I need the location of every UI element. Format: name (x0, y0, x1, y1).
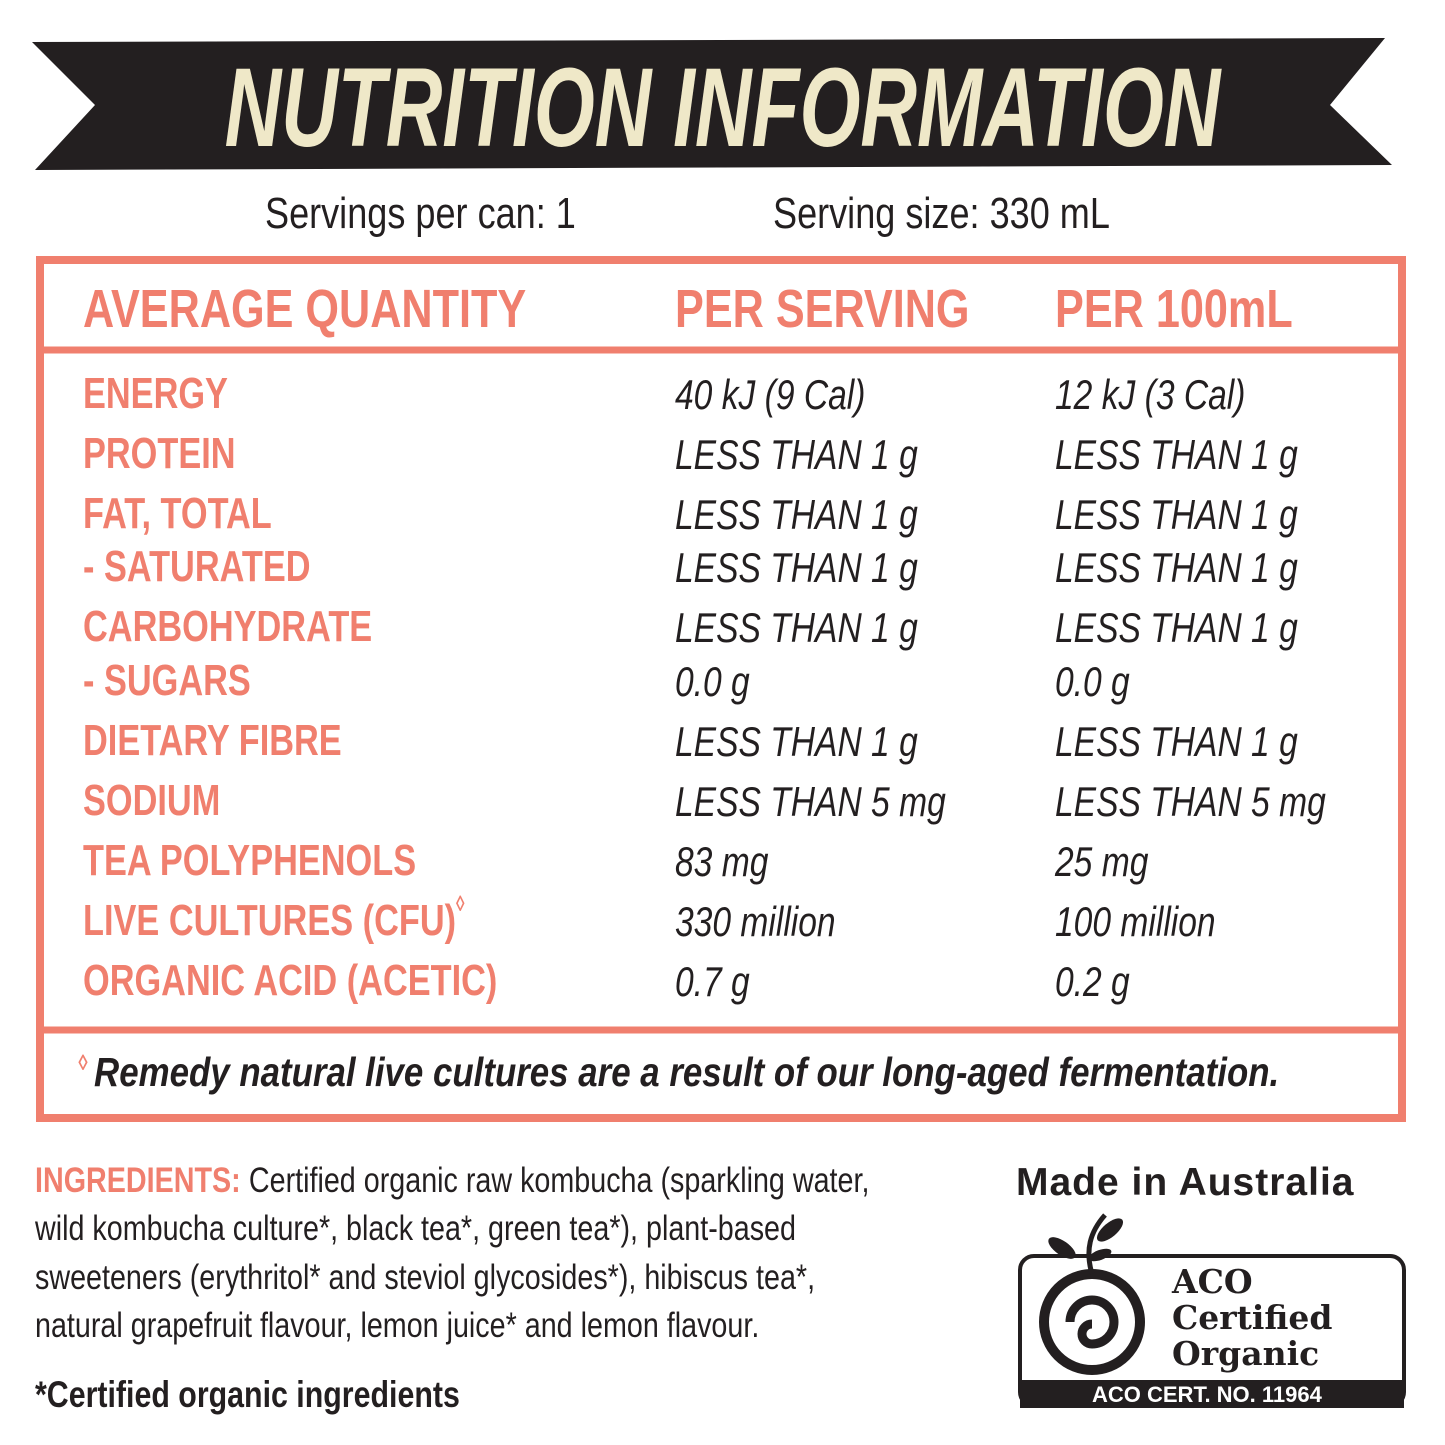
ingredients-text: natural grapefruit flavour, lemon juice*… (35, 1306, 760, 1345)
nutrient-value: 0.7 g (675, 958, 750, 1005)
nutrient-label: LIVE CULTURES (CFU) (83, 896, 457, 945)
nutrient-value: LESS THAN 1 g (675, 718, 918, 765)
nutrient-name: CARBOHYDRATE (83, 605, 372, 649)
footnote: ◊ Remedy natural live cultures are a resu… (78, 1052, 1279, 1093)
servings-per-can: Servings per can: 1 (265, 189, 576, 238)
nutrient-name: SODIUM (83, 779, 220, 823)
ingredients-line: INGREDIENTS: Certified organic raw kombuc… (35, 1163, 869, 1198)
column-header: PER 100mL (1055, 279, 1293, 339)
footnote-text: Remedy natural live cultures are a resul… (94, 1049, 1280, 1095)
nutrient-value: 0.2 g (1055, 958, 1130, 1005)
nutrient-label: TEA POLYPHENOLS (83, 836, 417, 885)
nutrient-value: LESS THAN 1 g (675, 604, 918, 651)
column-header: PER SERVING (675, 279, 970, 339)
nutrient-value: LESS THAN 1 g (1055, 431, 1298, 478)
title: NUTRITION INFORMATION (224, 45, 1221, 170)
ingredients-text: Certified organic raw kombucha (sparklin… (248, 1161, 870, 1200)
nutrient-label: ORGANIC ACID (ACETIC) (83, 956, 498, 1005)
nutrient-name: ORGANIC ACID (ACETIC) (83, 959, 497, 1003)
nutrient-label: CARBOHYDRATE (83, 602, 373, 651)
row-marker: ◊ (456, 891, 465, 916)
nutrient-value: LESS THAN 1 g (1055, 544, 1298, 591)
nutrient-value: LESS THAN 1 g (1055, 718, 1298, 765)
serving-size: Serving size: 330 mL (773, 189, 1110, 238)
ingredients-line: wild kombucha culture*, black tea*, gree… (35, 1211, 796, 1246)
nutrient-value: 83 mg (675, 838, 769, 885)
ingredients-note: *Certified organic ingredients (35, 1374, 460, 1415)
nutrient-value: LESS THAN 1 g (1055, 491, 1298, 538)
nutrient-label: SODIUM (83, 776, 221, 825)
nutrient-value: LESS THAN 5 mg (675, 778, 946, 825)
ingredients-label: INGREDIENTS: (35, 1161, 241, 1200)
nutrient-value: 0.0 g (1055, 658, 1130, 705)
nutrient-label: ENERGY (83, 369, 228, 418)
nutrient-label: PROTEIN (83, 429, 236, 478)
nutrient-value: 25 mg (1055, 838, 1149, 885)
ingredients-text: wild kombucha culture*, black tea*, gree… (35, 1209, 796, 1248)
nutrient-value: 0.0 g (675, 658, 750, 705)
nutrient-name: - SUGARS (83, 659, 251, 703)
nutrient-label: - SATURATED (83, 542, 311, 591)
cert-logo (1039, 1213, 1145, 1375)
nutrient-value: LESS THAN 1 g (675, 431, 918, 478)
nutrient-name: TEA POLYPHENOLS (83, 839, 416, 883)
nutrient-label: FAT, TOTAL (83, 489, 272, 538)
cert-number: ACO CERT. NO. 11964 (1092, 1382, 1322, 1407)
nutrient-value: 12 kJ (3 Cal) (1055, 371, 1246, 418)
nutrient-value: 330 million (675, 898, 836, 945)
cert-bar (1020, 1380, 1404, 1408)
nutrient-value: LESS THAN 1 g (675, 544, 918, 591)
column-header: AVERAGE QUANTITY (83, 279, 527, 339)
ingredients-line: sweeteners (erythritol* and steviol glyc… (35, 1260, 815, 1295)
nutrient-value: LESS THAN 1 g (675, 491, 918, 538)
nutrient-value: LESS THAN 5 mg (1055, 778, 1326, 825)
cert-text: ACO (1172, 1262, 1253, 1301)
table-border (36, 256, 1406, 1122)
made-in: Made in Australia (1016, 1161, 1355, 1204)
ingredients-text: sweeteners (erythritol* and steviol glyc… (35, 1258, 816, 1297)
cert-text: Organic (1172, 1334, 1320, 1373)
nutrient-name: - SATURATED (83, 545, 311, 589)
nutrient-label: DIETARY FIBRE (83, 716, 342, 765)
cert-text: Certified (1172, 1298, 1333, 1337)
nutrient-value: 100 million (1055, 898, 1216, 945)
footnote-mark: ◊ (78, 1050, 88, 1075)
nutrient-value: 40 kJ (9 Cal) (675, 371, 866, 418)
nutrient-name: PROTEIN (83, 432, 236, 476)
nutrient-name: LIVE CULTURES (CFU)◊ (83, 893, 465, 945)
nutrient-name: ENERGY (83, 372, 228, 416)
title-banner (32, 38, 1392, 170)
ingredients-line: natural grapefruit flavour, lemon juice*… (35, 1308, 759, 1343)
nutrient-value: LESS THAN 1 g (1055, 604, 1298, 651)
nutrient-name: FAT, TOTAL (83, 492, 272, 536)
nutrient-label: - SUGARS (83, 656, 251, 705)
nutrient-name: DIETARY FIBRE (83, 719, 342, 763)
